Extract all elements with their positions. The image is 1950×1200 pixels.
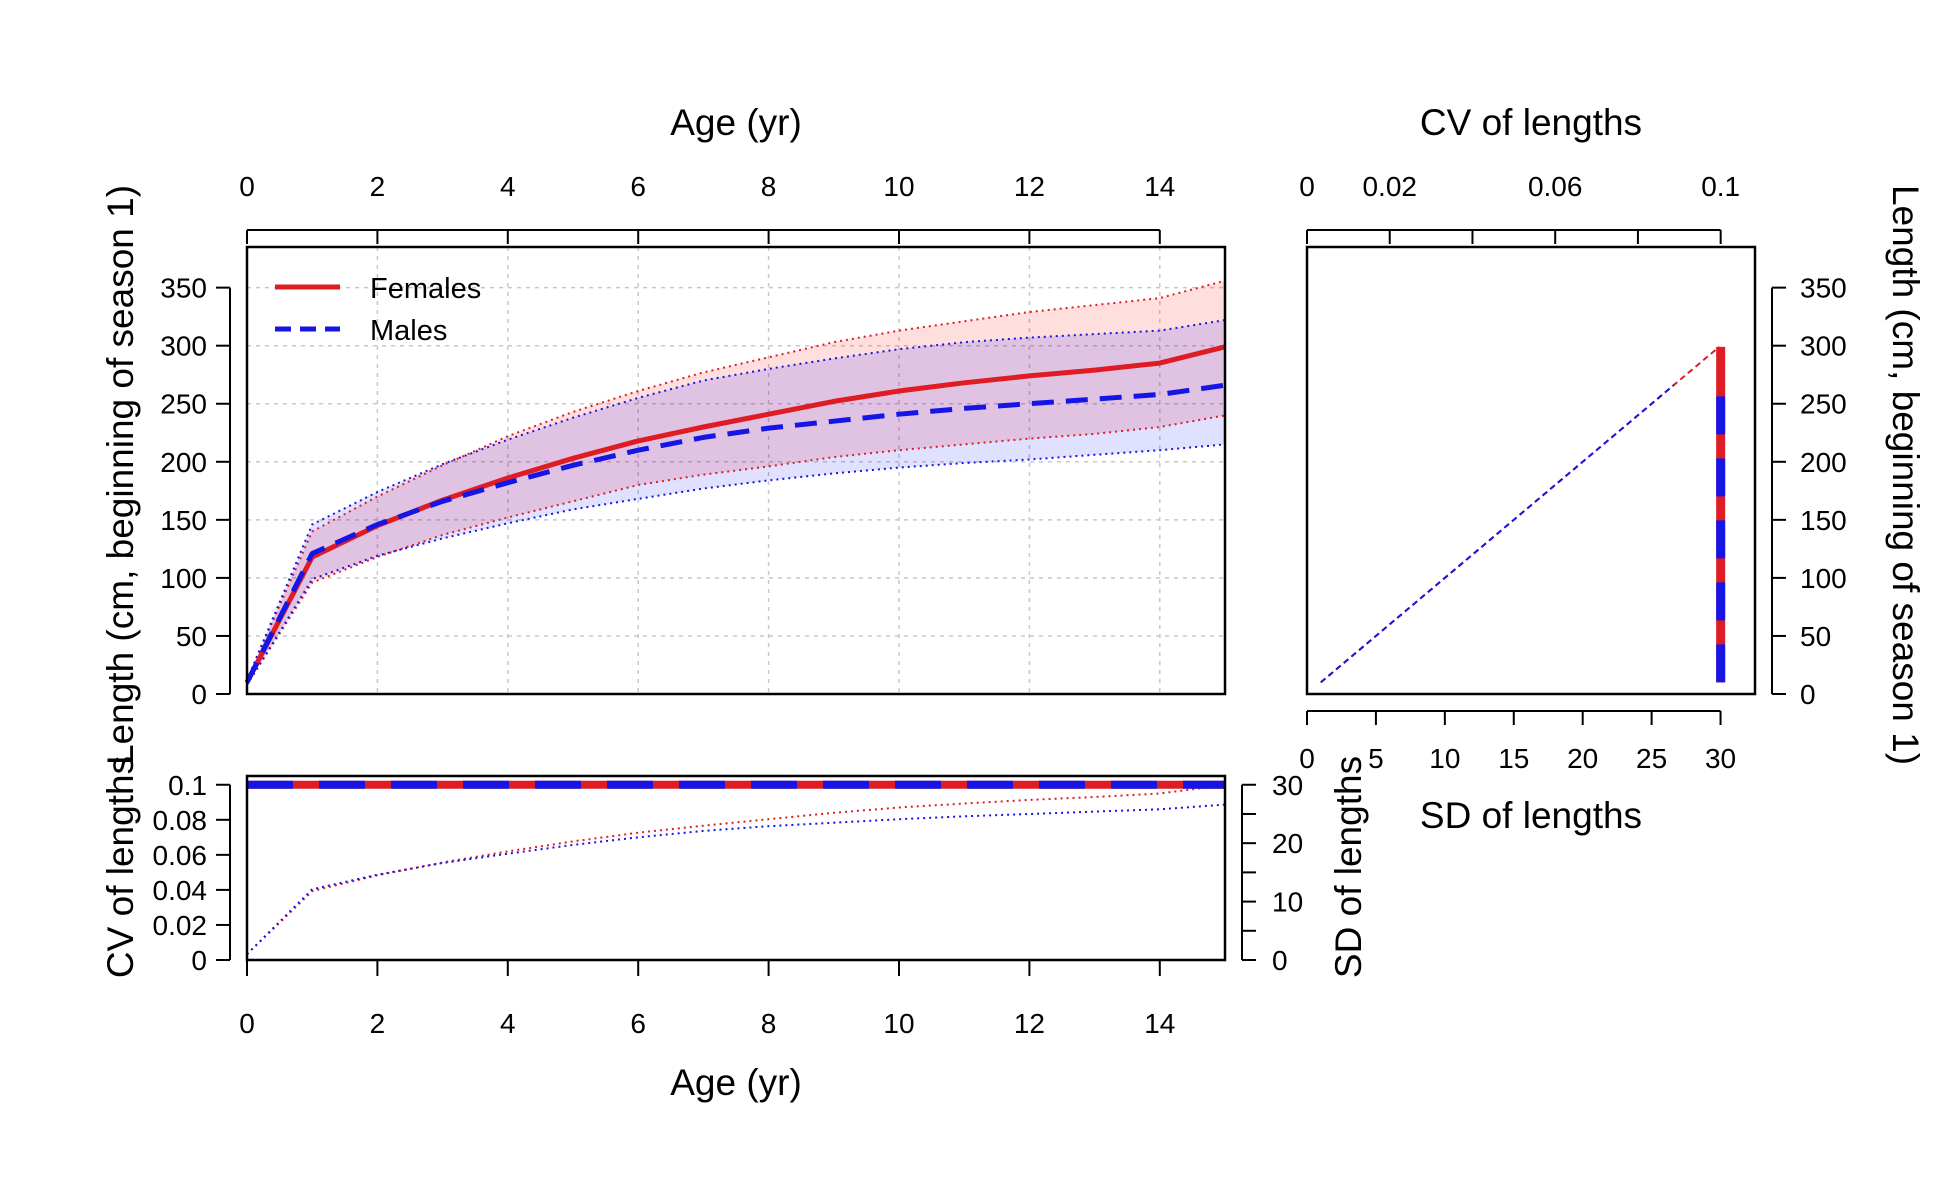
cv-bottom-tick-label-4: 8 [761, 1008, 777, 1039]
sd-y-title: SD of lengths [1328, 756, 1369, 978]
main-upper-male [246, 319, 1226, 681]
main-plot-frame [245, 245, 1227, 696]
side-y-title: Length (cm, beginning of season 1) [1885, 185, 1926, 765]
legend: Females Males [275, 273, 481, 347]
main-top-tick-label-3: 6 [630, 171, 646, 202]
side-plot-frame [1305, 245, 1757, 696]
side-top-tick-label-0: 0 [1299, 171, 1315, 202]
cv-bottom-x-axis: 0 2 4 6 8 10 12 14 [239, 959, 1175, 1039]
cv-left-tick-label-4: 0.08 [153, 805, 208, 836]
cv-plot-frame [245, 774, 1227, 962]
sd-right-tick-label-1: 10 [1272, 887, 1303, 918]
cv-left-tick-label-1: 0.02 [153, 910, 208, 941]
main-left-tick-label-0: 0 [191, 679, 207, 710]
cv-left-tick-label-0: 0 [191, 945, 207, 976]
main-left-tick-label-5: 250 [160, 389, 207, 420]
side-top-x-axis: 0 0.02 0.06 0.1 [1299, 171, 1740, 244]
side-bottom-tick-label-0: 0 [1299, 743, 1315, 774]
main-left-tick-label-3: 150 [160, 505, 207, 536]
sd-right-tick-label-3: 30 [1272, 770, 1303, 801]
side-right-tick-label-4: 200 [1800, 447, 1847, 478]
side-right-tick-label-3: 150 [1800, 505, 1847, 536]
side-series-lines [1320, 346, 1726, 684]
side-right-tick-label-1: 50 [1800, 621, 1831, 652]
side-right-y-axis: 0 50 100 150 200 250 300 350 [1771, 273, 1847, 710]
main-top-x-axis: 0 2 4 6 8 10 12 14 [239, 171, 1175, 244]
side-bottom-tick-label-6: 30 [1705, 743, 1736, 774]
side-top-tick-label-3: 0.1 [1701, 171, 1740, 202]
cv-bottom-tick-label-2: 4 [500, 1008, 516, 1039]
main-upper-female [246, 279, 1226, 681]
cv-x-title: Age (yr) [670, 1062, 802, 1103]
main-left-tick-label-2: 100 [160, 563, 207, 594]
sd-right-tick-label-2: 20 [1272, 828, 1303, 859]
main-top-tick-label-5: 10 [883, 171, 914, 202]
main-left-tick-label-4: 200 [160, 447, 207, 478]
sd-line-male [246, 803, 1226, 955]
cv-left-tick-label-3: 0.06 [153, 840, 208, 871]
side-sd-line-male [1320, 384, 1675, 684]
main-series-lines [244, 279, 1226, 686]
sd-line-female [246, 784, 1226, 955]
side-bottom-x-title: SD of lengths [1420, 795, 1642, 836]
side-bottom-tick-label-5: 25 [1636, 743, 1667, 774]
main-top-tick-label-1: 2 [370, 171, 386, 202]
main-top-tick-label-0: 0 [239, 171, 255, 202]
side-bottom-tick-label-3: 15 [1498, 743, 1529, 774]
side-length-panel: 0 0.02 0.06 0.1 0 5 10 15 20 25 30 0 50 100 150 200 25… [1299, 102, 1926, 836]
side-right-tick-label-5: 250 [1800, 389, 1847, 420]
main-top-tick-label-6: 12 [1014, 171, 1045, 202]
main-top-tick-label-4: 8 [761, 171, 777, 202]
cv-bottom-tick-label-3: 6 [630, 1008, 646, 1039]
main-top-x-title: Age (yr) [670, 102, 802, 143]
cv-sd-panel: 0 2 4 6 8 10 12 14 0 0.02 0.04 0.06 0.08 0.1 0 10 20 30… [100, 756, 1369, 1103]
cv-bottom-tick-label-0: 0 [239, 1008, 255, 1039]
cv-sd-series-lines [246, 780, 1226, 955]
side-top-tick-label-2: 0.06 [1528, 171, 1583, 202]
cv-y-title: CV of lengths [100, 756, 141, 978]
main-y-title: Length (cm, beginning of season 1) [100, 185, 141, 765]
cv-left-tick-label-5: 0.1 [168, 770, 207, 801]
cv-bottom-tick-label-5: 10 [883, 1008, 914, 1039]
side-right-tick-label-0: 0 [1800, 679, 1816, 710]
cv-bottom-tick-label-7: 14 [1144, 1008, 1175, 1039]
side-right-tick-label-2: 100 [1800, 563, 1847, 594]
cv-bottom-tick-label-6: 12 [1014, 1008, 1045, 1039]
main-top-tick-label-7: 14 [1144, 171, 1175, 202]
main-left-tick-label-1: 50 [176, 621, 207, 652]
sd-right-y-axis: 0 10 20 30 [1241, 770, 1303, 976]
main-top-tick-label-2: 4 [500, 171, 516, 202]
legend-males-label: Males [370, 315, 447, 347]
main-mean-male [244, 382, 1226, 684]
cv-left-tick-label-2: 0.04 [153, 875, 208, 906]
side-right-tick-label-7: 350 [1800, 273, 1847, 304]
cv-bottom-tick-label-1: 2 [370, 1008, 386, 1039]
side-bottom-tick-label-2: 10 [1429, 743, 1460, 774]
legend-females-label: Females [370, 273, 481, 305]
cv-left-y-axis: 0 0.02 0.04 0.06 0.08 0.1 [153, 770, 231, 976]
side-top-x-title: CV of lengths [1420, 102, 1642, 143]
main-left-y-axis: 0 50 100 150 200 250 300 350 [160, 273, 231, 710]
sd-right-tick-label-0: 0 [1272, 945, 1288, 976]
side-bottom-tick-label-1: 5 [1368, 743, 1384, 774]
main-growth-panel: 0 2 4 6 8 10 12 14 0 50 100 150 200 250 300 350 Age (y… [100, 102, 1227, 765]
side-top-tick-label-1: 0.02 [1362, 171, 1417, 202]
legend-item-males: Males [275, 315, 447, 347]
side-bottom-x-axis: 0 5 10 15 20 25 30 [1299, 710, 1736, 774]
main-band-male [247, 320, 1225, 685]
main-lower-female [246, 414, 1226, 686]
side-bottom-tick-label-4: 20 [1567, 743, 1598, 774]
main-left-tick-label-7: 350 [160, 273, 207, 304]
side-right-tick-label-6: 300 [1800, 331, 1847, 362]
main-lower-male [246, 443, 1226, 686]
legend-item-females: Females [275, 273, 481, 305]
main-left-tick-label-6: 300 [160, 331, 207, 362]
